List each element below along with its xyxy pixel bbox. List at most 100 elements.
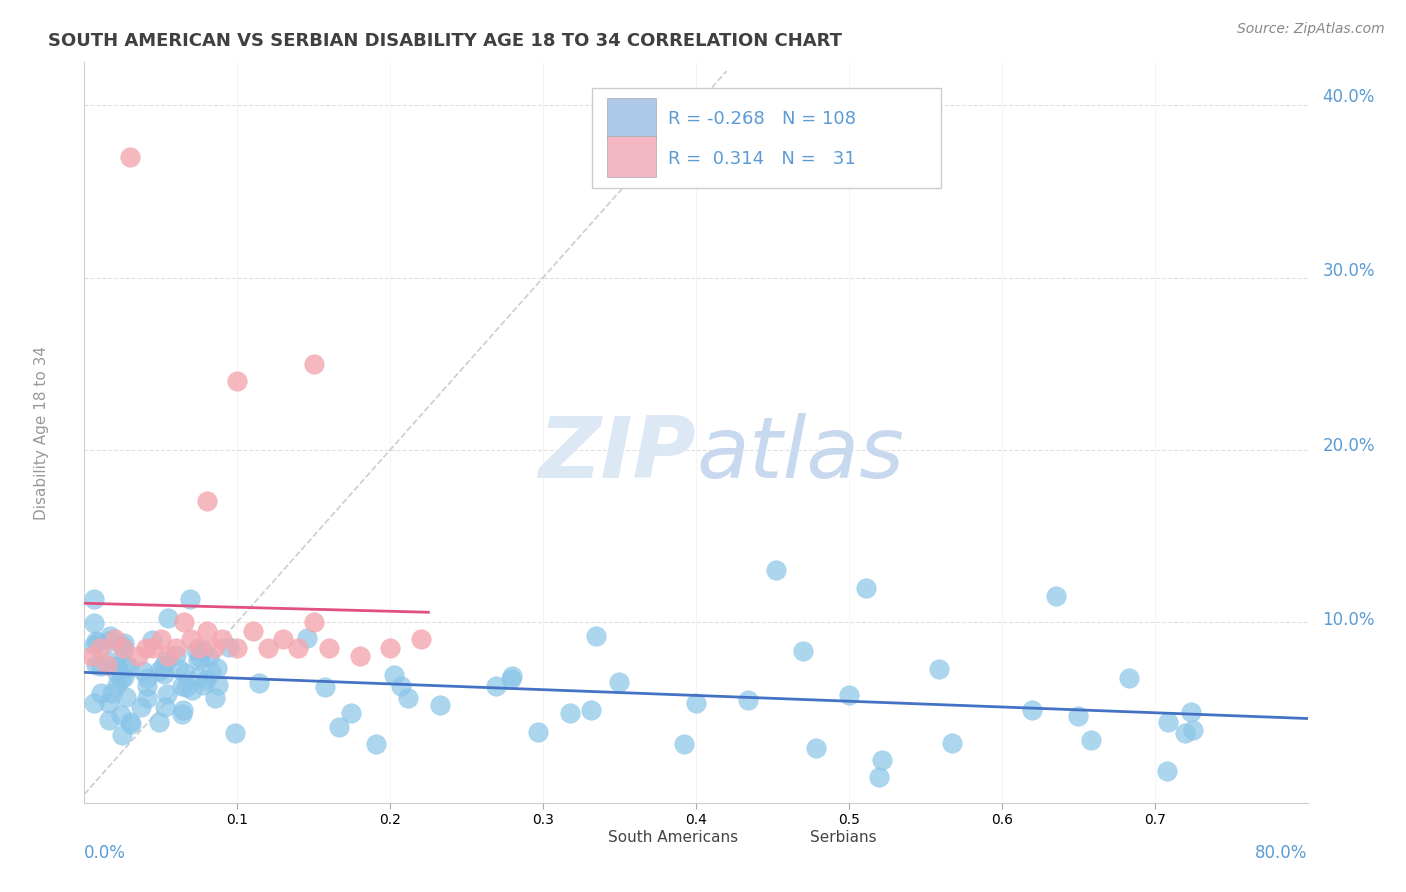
Text: 0.0%: 0.0% [84, 844, 127, 862]
Point [870, 753, 893, 767]
Point [366, 737, 388, 751]
Point [302, 615, 325, 629]
Point [685, 696, 707, 710]
Point [172, 679, 194, 693]
Point [198, 650, 221, 665]
Point [112, 641, 135, 656]
Point [96, 658, 118, 673]
Point [579, 703, 602, 717]
Point [181, 683, 204, 698]
Point [204, 690, 226, 705]
Point [193, 677, 215, 691]
Point [380, 640, 402, 655]
Point [389, 679, 412, 693]
Point [148, 665, 170, 679]
Point [157, 649, 180, 664]
Point [112, 670, 135, 684]
Point [111, 728, 134, 742]
Text: atlas: atlas [696, 413, 904, 496]
Point [87, 635, 110, 649]
Point [120, 714, 142, 729]
Point [195, 624, 218, 638]
Point [83, 696, 105, 710]
Point [1067, 709, 1090, 723]
Point [136, 672, 159, 686]
FancyBboxPatch shape [574, 827, 600, 850]
Point [118, 659, 141, 673]
Point [1180, 705, 1202, 719]
Point [297, 631, 319, 645]
Point [105, 660, 128, 674]
Point [176, 680, 198, 694]
Point [115, 690, 138, 705]
Point [131, 700, 153, 714]
Point [485, 679, 508, 693]
Point [1174, 726, 1197, 740]
Point [172, 703, 194, 717]
Point [184, 643, 207, 657]
Point [187, 670, 209, 684]
Point [172, 707, 194, 722]
Point [855, 581, 877, 595]
Text: 40.0%: 40.0% [1322, 88, 1375, 106]
Point [127, 649, 149, 664]
Point [90, 659, 112, 673]
FancyBboxPatch shape [606, 98, 655, 138]
Point [105, 659, 128, 673]
Text: 30.0%: 30.0% [1322, 262, 1375, 280]
Point [382, 668, 405, 682]
Point [90, 686, 112, 700]
Point [105, 678, 128, 692]
Point [502, 669, 524, 683]
Point [527, 725, 550, 739]
Point [941, 736, 963, 750]
Point [224, 726, 246, 740]
Text: R = -0.268   N = 108: R = -0.268 N = 108 [668, 111, 856, 128]
Point [1181, 723, 1204, 737]
Text: 20.0%: 20.0% [1322, 437, 1375, 455]
Point [83, 615, 105, 630]
Point [211, 632, 233, 647]
Point [257, 640, 280, 655]
Text: 80.0%: 80.0% [1256, 844, 1308, 862]
Point [188, 650, 211, 665]
Point [157, 611, 180, 625]
Point [156, 687, 179, 701]
Point [174, 665, 197, 680]
Text: ZIP: ZIP [538, 413, 696, 496]
Point [200, 665, 222, 680]
Point [792, 644, 814, 658]
Point [207, 661, 229, 675]
FancyBboxPatch shape [776, 827, 803, 850]
Point [737, 693, 759, 707]
Point [226, 640, 249, 655]
Point [97, 654, 120, 668]
Point [804, 741, 827, 756]
Point [672, 737, 695, 751]
Text: R =  0.314   N =   31: R = 0.314 N = 31 [668, 150, 856, 168]
Point [155, 699, 177, 714]
Point [101, 686, 124, 700]
Point [135, 691, 157, 706]
Point [104, 632, 127, 647]
Text: 10.0%: 10.0% [1322, 611, 1375, 629]
Point [1080, 732, 1102, 747]
Point [349, 649, 371, 664]
Point [585, 629, 607, 643]
Point [1118, 671, 1140, 685]
Point [89, 640, 111, 655]
Point [84, 657, 107, 672]
Point [302, 357, 325, 371]
Point [142, 640, 165, 655]
Point [84, 633, 107, 648]
Text: South Americans: South Americans [607, 830, 738, 845]
Point [226, 374, 249, 388]
Point [152, 667, 174, 681]
Point [207, 678, 229, 692]
Point [132, 664, 155, 678]
Text: Serbians: Serbians [810, 830, 876, 845]
Point [838, 688, 860, 702]
Point [167, 661, 190, 675]
Point [340, 706, 363, 720]
Point [202, 640, 225, 655]
